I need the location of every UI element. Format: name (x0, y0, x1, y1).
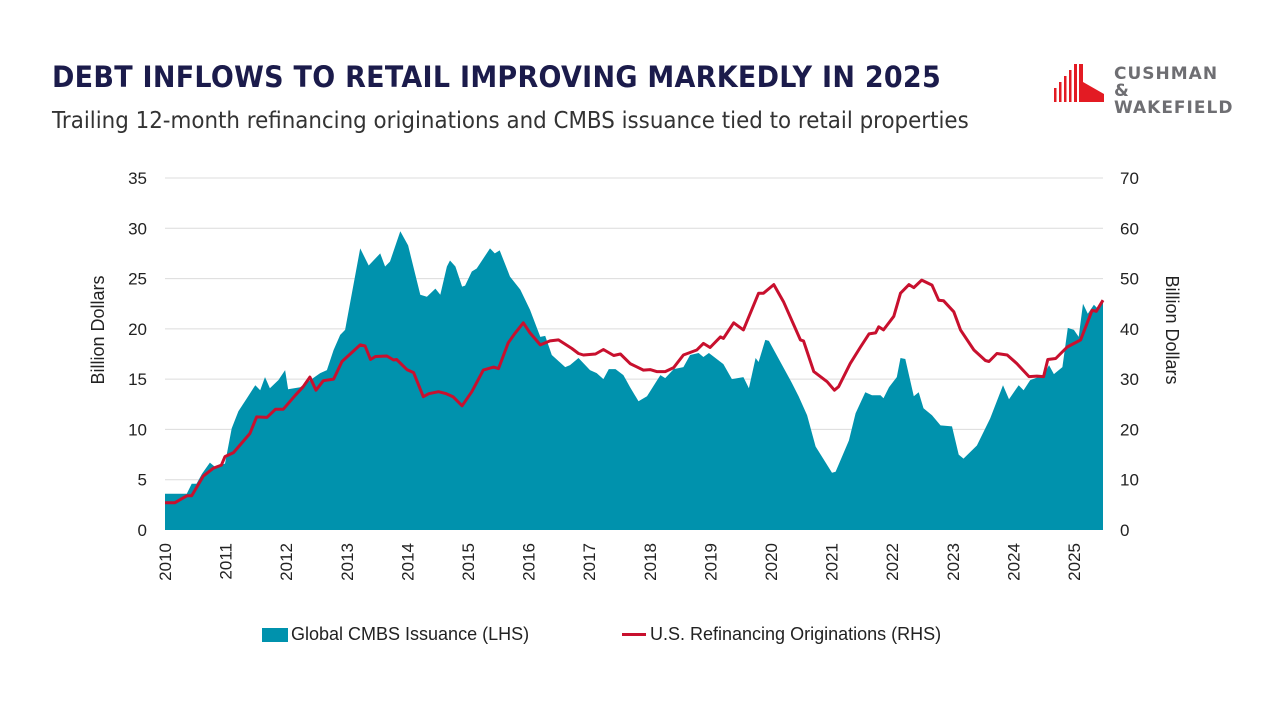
right-tick-label: 60 (1120, 219, 1139, 238)
left-tick-label: 15 (128, 370, 147, 389)
legend: Global CMBS Issuance (LHS) U.S. Refinanc… (0, 624, 1280, 648)
right-tick-label: 0 (1120, 521, 1129, 540)
left-axis-title: Billion Dollars (88, 275, 108, 384)
left-tick-label: 30 (128, 219, 147, 238)
right-tick-label: 10 (1120, 471, 1139, 490)
chart-title: DEBT INFLOWS TO RETAIL IMPROVING MARKEDL… (52, 60, 942, 94)
x-tick-label: 2024 (1004, 543, 1023, 581)
x-axis-ticks: 2010 2011 2012 2013 2014 2015 2016 2017 2018 2019… (156, 543, 1084, 581)
logo-building-icon (1054, 64, 1104, 102)
x-tick-label: 2015 (459, 543, 478, 581)
chart-subtitle: Trailing 12-month refinancing originatio… (52, 108, 969, 134)
left-tick-label: 35 (128, 169, 147, 188)
x-tick-label: 2020 (762, 543, 781, 581)
cushman-wakefield-logo: CUSHMAN & WAKEFIELD (1052, 62, 1237, 117)
left-tick-label: 10 (128, 420, 147, 439)
x-tick-label: 2018 (641, 543, 660, 581)
x-tick-label: 2022 (883, 543, 902, 581)
legend-label-cmbs: Global CMBS Issuance (LHS) (291, 624, 530, 644)
x-tick-label: 2019 (701, 543, 720, 581)
x-tick-label: 2025 (1065, 543, 1084, 581)
refinancing-originations-line (165, 278, 1105, 505)
right-axis-ticks: 0 10 20 30 40 50 60 70 (1120, 169, 1139, 540)
x-tick-label: 2014 (398, 543, 417, 581)
legend-label-refi: U.S. Refinancing Originations (RHS) (650, 624, 942, 644)
left-tick-label: 5 (138, 471, 147, 490)
legend-item-cmbs: Global CMBS Issuance (LHS) (262, 624, 529, 645)
logo-line-1: CUSHMAN & (1114, 64, 1219, 101)
right-tick-label: 20 (1120, 420, 1139, 439)
right-axis-title: Billion Dollars (1162, 275, 1182, 384)
x-tick-label: 2010 (156, 543, 175, 581)
left-tick-label: 0 (138, 521, 147, 540)
right-tick-label: 70 (1120, 169, 1139, 188)
left-axis-ticks: 0 5 10 15 20 25 30 35 (128, 169, 147, 540)
right-tick-label: 30 (1120, 370, 1139, 389)
logo-text: CUSHMAN & WAKEFIELD (1114, 66, 1237, 117)
x-tick-label: 2021 (823, 543, 842, 581)
x-tick-label: 2011 (217, 543, 236, 580)
x-tick-label: 2012 (277, 543, 296, 581)
x-tick-label: 2016 (520, 543, 539, 581)
cmbs-issuance-area (165, 231, 1103, 531)
left-tick-label: 20 (128, 320, 147, 339)
legend-line-swatch (622, 633, 646, 636)
left-tick-label: 25 (128, 270, 147, 289)
x-tick-label: 2013 (338, 543, 357, 581)
legend-item-refi: U.S. Refinancing Originations (RHS) (622, 624, 941, 645)
x-tick-label: 2023 (944, 543, 963, 581)
right-tick-label: 40 (1120, 320, 1139, 339)
logo-line-2: WAKEFIELD (1114, 98, 1234, 118)
legend-area-swatch (262, 627, 288, 642)
x-tick-label: 2017 (580, 543, 599, 581)
right-tick-label: 50 (1120, 270, 1139, 289)
